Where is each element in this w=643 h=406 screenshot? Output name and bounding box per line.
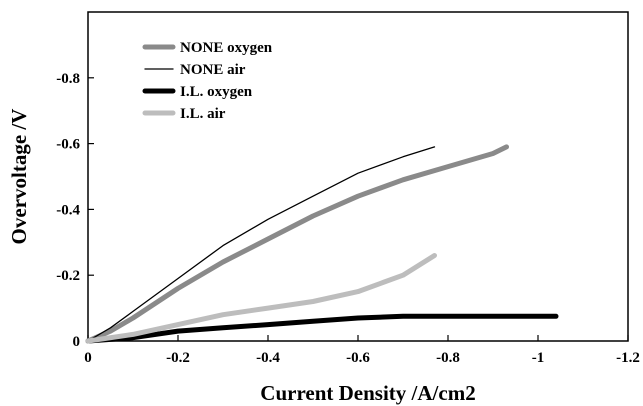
series-layer	[85, 144, 559, 344]
y-axis-ticks: 0 -0.2 -0.4 -0.6 -0.8	[56, 71, 94, 350]
legend-label: NONE air	[180, 62, 246, 78]
x-tick-label: -1	[532, 350, 545, 366]
series-line-0	[85, 144, 509, 344]
x-axis-title: Current Density /A/cm2	[260, 381, 475, 405]
x-tick-label: -0.2	[166, 350, 190, 366]
series-line-3	[85, 253, 437, 344]
y-axis-title: Overvoltage /V	[7, 109, 31, 245]
series-line-1	[87, 146, 436, 342]
legend: NONE oxygen NONE air I.L. oxygen I.L. air	[142, 40, 273, 122]
y-tick-label: -0.2	[56, 268, 80, 284]
x-tick-label: -1.2	[616, 350, 640, 366]
y-tick-label: -0.6	[56, 137, 80, 153]
y-tick-label: -0.4	[56, 202, 80, 218]
legend-label: I.L. air	[180, 106, 226, 122]
x-tick-label: -0.8	[436, 350, 460, 366]
series-line-2	[85, 313, 559, 344]
legend-label: NONE oxygen	[180, 40, 273, 56]
y-tick-label: -0.8	[56, 71, 80, 87]
x-axis-ticks: 0 -0.2 -0.4 -0.6 -0.8 -1 -1.2	[84, 335, 640, 366]
y-tick-label: 0	[73, 334, 81, 350]
legend-label: I.L. oxygen	[180, 84, 253, 100]
x-tick-label: 0	[84, 350, 92, 366]
x-tick-label: -0.4	[256, 350, 280, 366]
x-tick-label: -0.6	[346, 350, 370, 366]
